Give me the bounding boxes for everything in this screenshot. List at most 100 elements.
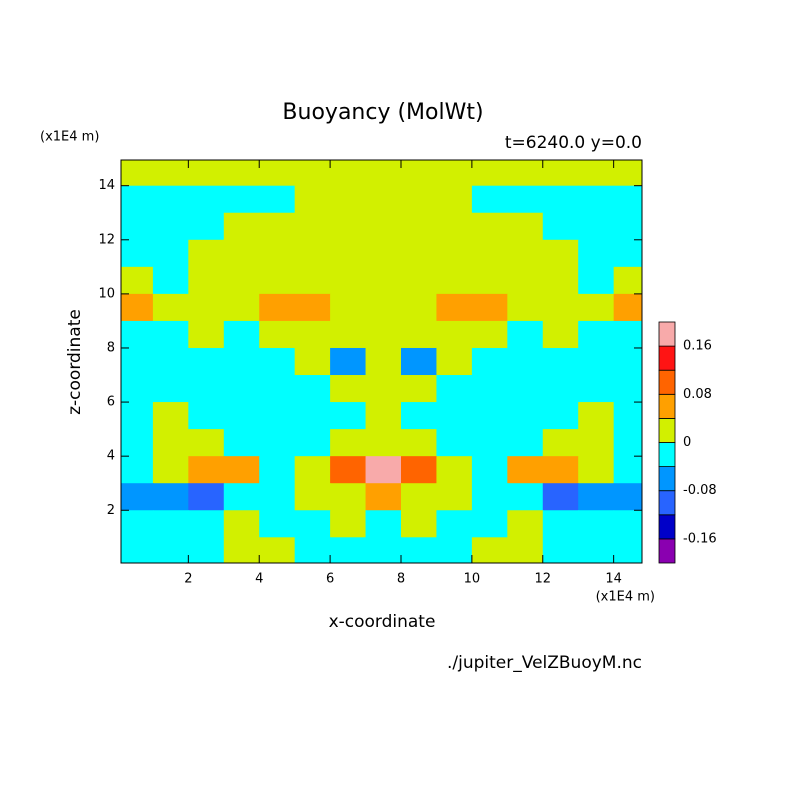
contour-cell <box>259 293 296 322</box>
field <box>121 160 642 563</box>
contour-cell <box>294 239 331 268</box>
contour-cell <box>436 160 473 187</box>
contour-cell <box>152 375 189 403</box>
contour-cell <box>330 483 367 511</box>
colorbar-bin <box>658 466 676 492</box>
contour-cell <box>121 375 154 403</box>
contour-cell <box>578 239 615 268</box>
contour-cell <box>259 510 296 538</box>
contour-cell <box>613 402 642 430</box>
contour-cell <box>400 402 437 430</box>
contour-cell <box>223 537 260 563</box>
contour-cell <box>259 537 296 563</box>
colorbar-label: 0.16 <box>683 339 712 354</box>
contour-cell <box>121 429 154 457</box>
contour-cell <box>259 239 296 268</box>
contour-cell <box>471 266 508 295</box>
contour-cell <box>400 212 437 241</box>
contour-cell <box>365 160 402 187</box>
x-tick-label: 10 <box>464 572 481 587</box>
contour-cell <box>400 347 437 376</box>
contour-cell <box>365 266 402 295</box>
x-tick-label: 8 <box>397 572 405 587</box>
contour-cell <box>294 185 331 214</box>
contour-cell <box>471 402 508 430</box>
contour-cell <box>507 456 544 484</box>
contour-cell <box>507 239 544 268</box>
contour-cell <box>152 429 189 457</box>
contour-cell <box>613 483 642 511</box>
contour-cell <box>152 537 189 563</box>
contour-cell <box>400 429 437 457</box>
contour-cell <box>152 266 189 295</box>
x-tick-label: 6 <box>326 572 334 587</box>
contour-cell <box>330 402 367 430</box>
contour-cell <box>436 293 473 322</box>
contour-cell <box>294 293 331 322</box>
colorbar-bin <box>658 345 676 371</box>
contour-cell <box>330 456 367 484</box>
colorbar-bin <box>658 514 676 540</box>
contour-cell <box>330 160 367 187</box>
contour-cell <box>578 402 615 430</box>
contour-cell <box>294 375 331 403</box>
contour-cell <box>507 537 544 563</box>
contour-cell <box>365 185 402 214</box>
colorbar-bin <box>658 369 676 395</box>
contour-cell <box>330 239 367 268</box>
contour-cell <box>542 266 579 295</box>
contour-cell <box>365 239 402 268</box>
contour-cell <box>542 320 579 349</box>
contour-cell <box>542 456 579 484</box>
contour-cell <box>223 239 260 268</box>
contour-cell <box>294 266 331 295</box>
contour-cell <box>223 510 260 538</box>
contour-cell <box>507 160 544 187</box>
contour-cell <box>152 320 189 349</box>
contour-cell <box>152 347 189 376</box>
contour-cell <box>259 212 296 241</box>
contour-cell <box>188 537 225 563</box>
contour-cell <box>613 456 642 484</box>
contour-cell <box>294 212 331 241</box>
contour-cell <box>578 347 615 376</box>
contour-cell <box>294 160 331 187</box>
contour-cell <box>471 293 508 322</box>
contour-cell <box>542 510 579 538</box>
contour-cell <box>471 375 508 403</box>
contour-cell <box>400 293 437 322</box>
x-axis-title: x-coordinate <box>329 612 436 632</box>
contour-cell <box>471 537 508 563</box>
contour-cell <box>330 375 367 403</box>
contour-cell <box>578 429 615 457</box>
y-tick-label: 4 <box>107 449 115 464</box>
contour-cell <box>259 375 296 403</box>
contour-cell <box>121 293 154 322</box>
plot-frame <box>120 159 643 564</box>
contour-cell <box>188 347 225 376</box>
contour-cell <box>294 402 331 430</box>
contour-cell <box>152 239 189 268</box>
contour-cell <box>294 483 331 511</box>
contour-cell <box>152 402 189 430</box>
y-units: (x1E4 m) <box>40 130 99 145</box>
y-tick-label: 8 <box>107 340 115 355</box>
chart-subtitle: t=6240.0 y=0.0 <box>505 133 642 153</box>
contour-cell <box>121 212 154 241</box>
colorbar-label: 0.08 <box>683 387 712 402</box>
contour-cell <box>471 320 508 349</box>
contour-cell <box>188 429 225 457</box>
contour-cell <box>152 483 189 511</box>
contour-cell <box>507 293 544 322</box>
contour-cell <box>613 375 642 403</box>
contour-cell <box>471 160 508 187</box>
x-tick-label: 2 <box>184 572 192 587</box>
contour-cell <box>542 347 579 376</box>
contour-cell <box>613 510 642 538</box>
x-units: (x1E4 m) <box>596 590 655 605</box>
contour-cell <box>188 402 225 430</box>
contour-cell <box>613 537 642 563</box>
contour-cell <box>400 537 437 563</box>
colorbar-bin <box>658 321 676 347</box>
contour-cell <box>188 456 225 484</box>
